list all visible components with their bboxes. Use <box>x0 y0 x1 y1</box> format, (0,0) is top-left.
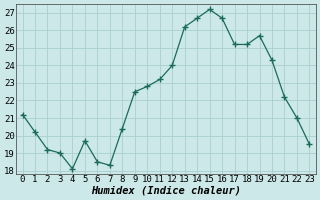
X-axis label: Humidex (Indice chaleur): Humidex (Indice chaleur) <box>91 186 241 196</box>
